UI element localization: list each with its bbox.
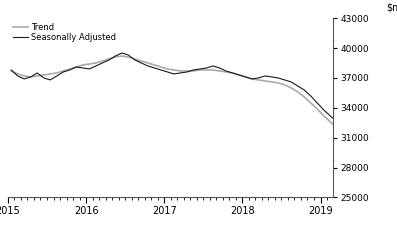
Seasonally Adjusted — [282, 79, 287, 81]
Trend — [276, 81, 280, 84]
Seasonally Adjusted — [367, 142, 372, 145]
Seasonally Adjusted — [243, 76, 248, 78]
Seasonally Adjusted — [217, 67, 222, 69]
Trend — [360, 140, 365, 143]
Line: Trend: Trend — [11, 56, 397, 142]
Trend — [119, 55, 124, 57]
Trend — [9, 70, 13, 72]
Seasonally Adjusted — [61, 71, 66, 73]
Legend: Trend, Seasonally Adjusted: Trend, Seasonally Adjusted — [12, 22, 117, 43]
Trend — [282, 84, 287, 86]
Trend — [243, 76, 248, 78]
Seasonally Adjusted — [119, 52, 124, 54]
Trend — [61, 70, 66, 72]
Trend — [217, 70, 222, 72]
Text: $m: $m — [386, 2, 397, 13]
Seasonally Adjusted — [185, 71, 189, 73]
Seasonally Adjusted — [9, 69, 13, 71]
Trend — [185, 70, 189, 72]
Seasonally Adjusted — [276, 76, 280, 79]
Line: Seasonally Adjusted: Seasonally Adjusted — [11, 53, 397, 144]
